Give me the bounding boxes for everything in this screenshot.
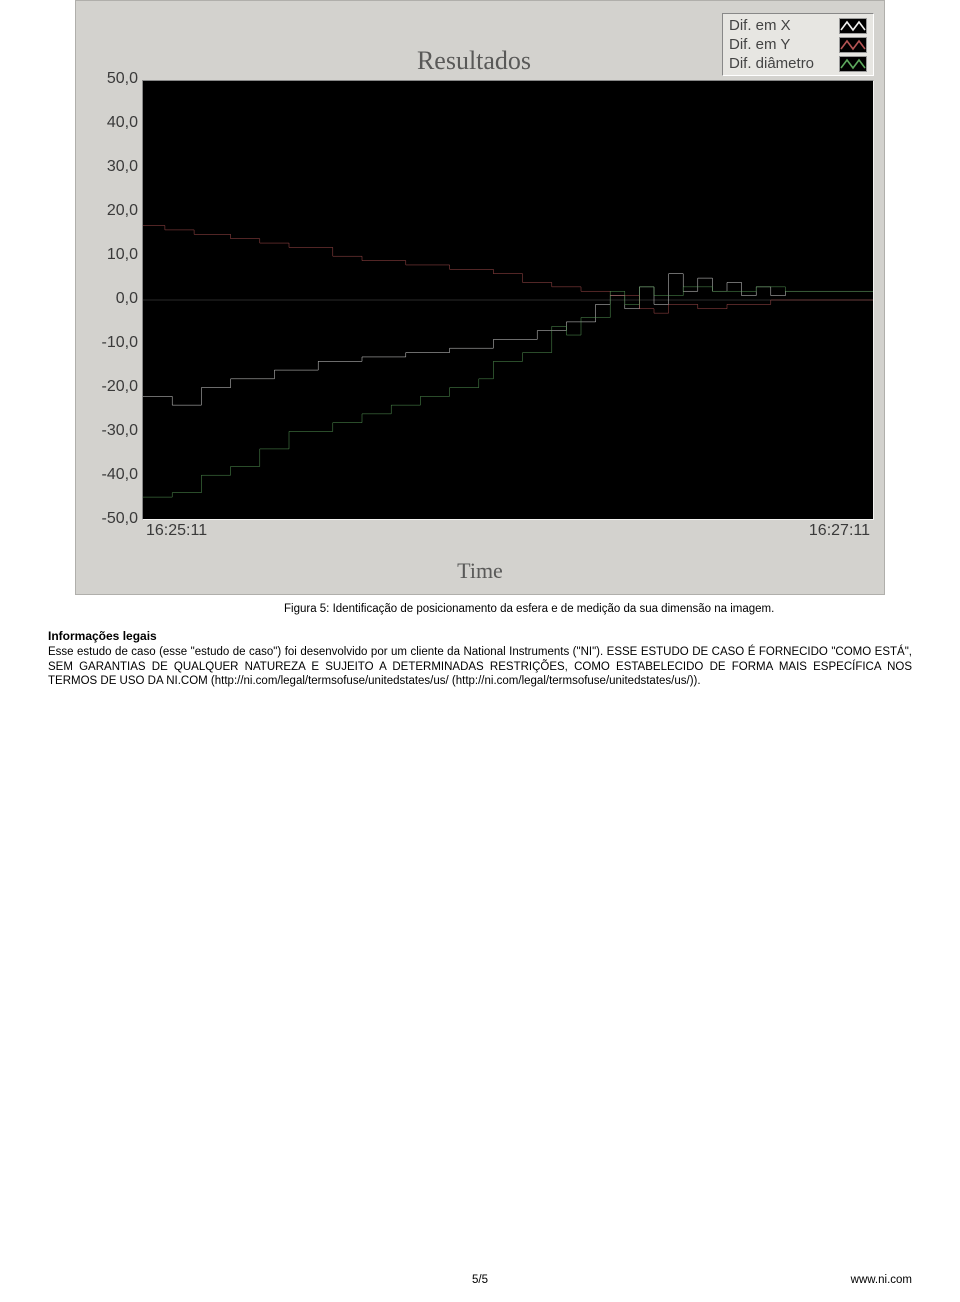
y-axis: 50,040,030,020,010,00,0-10,0-20,0-30,0-4… <box>86 80 142 520</box>
x-tick-left: 16:25:11 <box>146 522 207 540</box>
plot-area: 50,040,030,020,010,00,0-10,0-20,0-30,0-4… <box>86 80 874 520</box>
plot <box>142 80 874 520</box>
chart-header: Resultados Dif. em X Dif. em Y Dif. diâmet… <box>86 13 874 76</box>
legend: Dif. em X Dif. em Y Dif. diâmetro <box>722 13 874 76</box>
page-footer: 5/5 www.ni.com <box>48 1268 912 1286</box>
chart-title: Resultados <box>86 46 722 76</box>
legend-label: Dif. em X <box>729 17 829 34</box>
x-axis-title: Time <box>86 558 874 584</box>
x-tick-right: 16:27:11 <box>809 522 870 540</box>
legal-heading: Informações legais <box>48 629 912 643</box>
series-line <box>143 287 873 497</box>
series-line <box>143 274 873 405</box>
page-number: 5/5 <box>48 1274 912 1286</box>
x-axis: 16:25:11 16:27:11 <box>142 520 874 540</box>
legend-label: Dif. em Y <box>729 36 829 53</box>
legal-body: Esse estudo de caso (esse "estudo de cas… <box>48 645 912 689</box>
legend-item: Dif. diâmetro <box>727 54 869 73</box>
legend-item: Dif. em Y <box>727 35 869 54</box>
chart-panel: Resultados Dif. em X Dif. em Y Dif. diâmet… <box>75 0 885 595</box>
legend-swatch <box>839 56 867 72</box>
legend-label: Dif. diâmetro <box>729 55 829 72</box>
legend-swatch <box>839 37 867 53</box>
legend-item: Dif. em X <box>727 16 869 35</box>
figure-caption: Figura 5: Identificação de posicionament… <box>284 603 912 615</box>
plot-svg <box>143 81 873 519</box>
legend-swatch <box>839 18 867 34</box>
